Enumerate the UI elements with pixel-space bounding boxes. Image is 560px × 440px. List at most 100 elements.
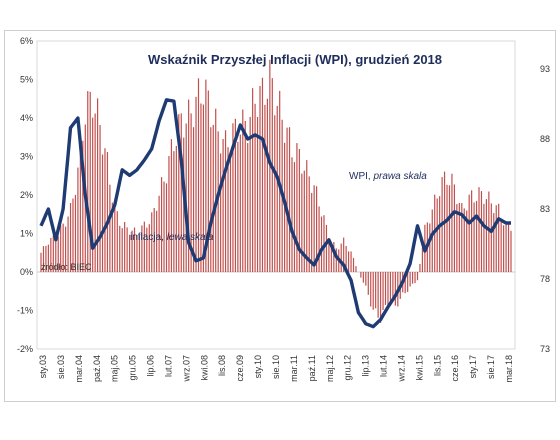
inflation-bar bbox=[217, 131, 219, 272]
inflation-bar bbox=[207, 90, 209, 272]
inflation-bar bbox=[244, 120, 246, 273]
inflation-bar bbox=[65, 226, 67, 272]
inflation-bar bbox=[254, 103, 256, 272]
left-tick-label: 3% bbox=[20, 152, 33, 162]
inflation-bar bbox=[151, 212, 153, 272]
inflation-bar bbox=[298, 149, 300, 272]
inflation-bar bbox=[229, 151, 232, 272]
x-tick-label: sty.10 bbox=[253, 355, 263, 378]
inflation-bar bbox=[131, 230, 133, 272]
inflation-bar bbox=[370, 272, 372, 307]
inflation-bar bbox=[394, 272, 396, 306]
inflation-bar bbox=[461, 203, 463, 272]
inflation-bar bbox=[124, 221, 126, 272]
inflation-bar bbox=[389, 272, 392, 306]
inflation-bar bbox=[466, 210, 468, 272]
inflation-bar bbox=[362, 272, 364, 283]
inflation-bar bbox=[165, 183, 168, 272]
inflation-bar bbox=[170, 139, 173, 272]
inflation-bar bbox=[288, 127, 291, 272]
inflation-bars bbox=[36, 40, 516, 350]
inflation-bar bbox=[448, 185, 451, 272]
inflation-bar bbox=[121, 228, 123, 272]
x-tick-label: sie.03 bbox=[56, 355, 66, 379]
left-tick-label: 0% bbox=[20, 267, 33, 277]
inflation-bar bbox=[82, 140, 84, 272]
inflation-bar bbox=[106, 152, 109, 272]
inflation-bar bbox=[178, 114, 180, 272]
inflation-bar bbox=[62, 223, 64, 272]
x-tick-label: lip.06 bbox=[146, 355, 156, 377]
left-tick-label: 1% bbox=[20, 229, 33, 239]
inflation-bar bbox=[92, 117, 94, 272]
inflation-bar bbox=[473, 202, 475, 272]
inflation-bar bbox=[220, 153, 222, 272]
inflation-bar bbox=[503, 225, 505, 272]
inflation-bar bbox=[421, 247, 424, 272]
x-tick-label: sty.03 bbox=[38, 355, 48, 378]
inflation-bar bbox=[411, 272, 414, 284]
inflation-bar bbox=[242, 109, 244, 272]
inflation-bar bbox=[212, 124, 214, 272]
inflation-bar bbox=[451, 173, 453, 272]
inflation-bar bbox=[436, 198, 438, 272]
inflation-bar bbox=[47, 244, 49, 272]
inflation-bar bbox=[377, 272, 379, 318]
inflation-bar bbox=[249, 116, 251, 273]
inflation-bar bbox=[495, 205, 497, 272]
inflation-bar bbox=[303, 170, 305, 272]
inflation-bar bbox=[138, 235, 141, 272]
inflation-bar bbox=[392, 272, 394, 302]
inflation-bar bbox=[247, 143, 249, 272]
inflation-bar bbox=[274, 115, 276, 272]
x-tick-label: lis.15 bbox=[432, 355, 442, 376]
inflation-bar bbox=[478, 187, 480, 272]
inflation-bar bbox=[153, 207, 155, 272]
right-tick-label: 88 bbox=[540, 134, 550, 144]
left-axis-ticks: 6% 5% 4% 3% 2% 1% 0% -1% -2% bbox=[17, 36, 33, 354]
inflation-bar bbox=[136, 234, 138, 272]
inflation-bar bbox=[148, 224, 150, 272]
inflation-bar bbox=[55, 240, 57, 272]
inflation-bar bbox=[419, 263, 421, 272]
inflation-bar bbox=[507, 222, 510, 272]
x-tick-label: sie.17 bbox=[486, 355, 496, 379]
inflation-bar bbox=[345, 246, 347, 272]
inflation-bar bbox=[94, 113, 96, 272]
chart-title: Wskaźnik Przyszłej Inflacji (WPI), grudz… bbox=[148, 52, 442, 67]
x-tick-label: cze.09 bbox=[235, 355, 245, 382]
x-axis-ticks: sty.03 sie.03 mar.04 paź.04 maj.05 gru.05 lip.… bbox=[38, 355, 514, 383]
inflation-bar bbox=[471, 190, 473, 272]
x-tick-label: paź.04 bbox=[92, 355, 102, 382]
inflation-wpi-chart: Wskaźnik Przyszłej Inflacji (WPI), grudz… bbox=[17, 36, 550, 383]
left-tick-label: 2% bbox=[20, 190, 33, 200]
inflation-bar bbox=[156, 210, 158, 272]
right-tick-label: 78 bbox=[540, 274, 550, 284]
inflation-bar bbox=[126, 227, 128, 272]
inflation-bar bbox=[488, 191, 490, 272]
inflation-bar bbox=[99, 124, 101, 272]
inflation-bar bbox=[431, 209, 433, 272]
x-tick-label: sty.17 bbox=[468, 355, 478, 378]
right-tick-label: 93 bbox=[540, 64, 550, 74]
inflation-bar bbox=[133, 227, 136, 272]
inflation-bar bbox=[291, 157, 293, 272]
inflation-bar bbox=[239, 134, 241, 272]
inflation-bar bbox=[45, 245, 47, 272]
x-tick-label: kwi.08 bbox=[199, 355, 209, 381]
inflation-bar bbox=[57, 236, 59, 272]
inflation-bar bbox=[259, 86, 261, 272]
left-tick-label: 5% bbox=[20, 75, 33, 85]
x-tick-label: maj.12 bbox=[325, 355, 335, 382]
x-tick-label: sie.10 bbox=[271, 355, 281, 379]
inflation-bar bbox=[197, 78, 200, 272]
inflation-bar bbox=[404, 272, 406, 294]
inflation-bar bbox=[490, 203, 492, 272]
inflation-bar bbox=[375, 272, 377, 309]
inflation-bar bbox=[360, 272, 362, 278]
inflation-bar bbox=[328, 240, 330, 272]
left-tick-label: -2% bbox=[17, 344, 33, 354]
inflation-bar bbox=[367, 272, 369, 295]
inflation-bar bbox=[505, 221, 507, 272]
wpi-line bbox=[39, 98, 511, 329]
